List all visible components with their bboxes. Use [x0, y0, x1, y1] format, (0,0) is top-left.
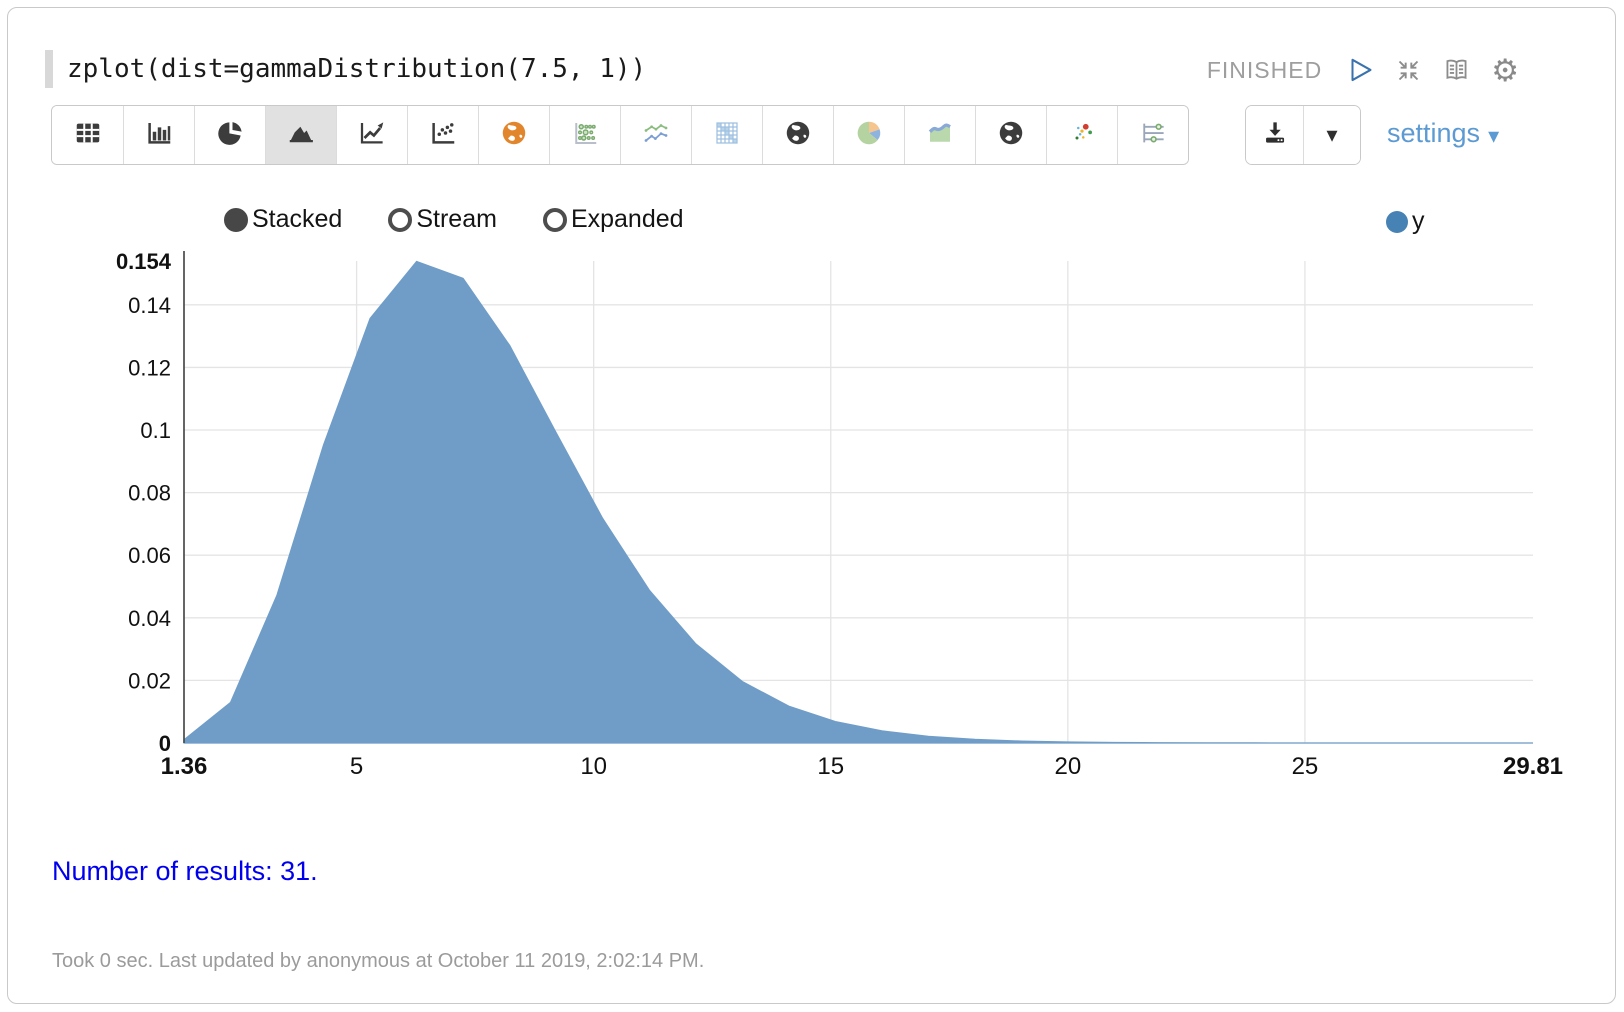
- chart-type-matrix-button[interactable]: [691, 106, 762, 164]
- x-tick-label: 25: [1292, 753, 1319, 780]
- download-options-button[interactable]: ▾: [1303, 106, 1360, 164]
- y-tick-label: 0.02: [128, 668, 171, 693]
- world-map-orange-icon: [499, 118, 529, 153]
- chart-type-line-button[interactable]: [336, 106, 407, 164]
- chart-type-area-button[interactable]: [265, 106, 336, 164]
- y-tick-label: 0.14: [128, 293, 171, 318]
- area-style-options: Stacked Stream Expanded: [224, 205, 684, 234]
- chart-type-scatter-button[interactable]: [407, 106, 478, 164]
- globe-dark-2-icon: [996, 118, 1026, 153]
- settings-label: settings: [1387, 118, 1481, 148]
- y-tick-label: 0: [159, 731, 171, 756]
- parallel-sliders-icon: [1138, 118, 1168, 153]
- globe-dark-icon: [783, 118, 813, 153]
- chart-type-table-button[interactable]: [52, 106, 123, 164]
- legend-label: y: [1412, 207, 1425, 235]
- line-chart-icon: [357, 118, 387, 153]
- radio-stream-dot[interactable]: [388, 207, 413, 232]
- multi-line-chart-icon: [641, 118, 671, 153]
- chart-type-parallel-button[interactable]: [1117, 106, 1188, 164]
- chart-type-map-button[interactable]: [478, 106, 549, 164]
- settings-link[interactable]: settings ▾: [1387, 118, 1499, 149]
- code-text[interactable]: zplot(dist=gammaDistribution(7.5, 1)): [67, 54, 647, 84]
- radio-expanded-label: Expanded: [570, 205, 684, 233]
- legend-swatch: [1386, 210, 1408, 233]
- stream-area-chart-icon: [925, 118, 955, 153]
- x-tick-label: 29.81: [1503, 753, 1563, 780]
- area-chart: 0.154 0.14 0.12 0.1 0.08 0.06 0.04 0.02 0 1.36 5 10…: [8, 238, 1624, 798]
- caret-down-icon: ▾: [1326, 122, 1338, 147]
- area-chart-icon: [286, 118, 316, 153]
- gear-icon[interactable]: ⚙: [1491, 52, 1519, 88]
- radio-stacked-label: Stacked: [252, 205, 343, 233]
- table-icon: [73, 118, 103, 153]
- chart-type-bar-button[interactable]: [123, 106, 194, 164]
- x-tick-label: 10: [580, 753, 607, 780]
- chart-type-stream-button[interactable]: [904, 106, 975, 164]
- radio-expanded[interactable]: Expanded: [542, 205, 684, 234]
- x-tick-label: 15: [817, 753, 844, 780]
- series-y-area: [183, 260, 1533, 744]
- paragraph-card: zplot(dist=gammaDistribution(7.5, 1)) FI…: [7, 7, 1616, 1004]
- chart-type-multiline-button[interactable]: [620, 106, 691, 164]
- y-tick-label: 0.06: [128, 543, 171, 568]
- download-split-button: ▾: [1245, 105, 1361, 165]
- download-icon: [1261, 119, 1288, 151]
- y-tick-label: 0.04: [128, 606, 171, 631]
- y-tick-label: 0.1: [140, 418, 171, 443]
- x-tick-label: 20: [1054, 753, 1081, 780]
- pie-chart-pastel-icon: [854, 118, 884, 153]
- scatter-multicolor-icon: [1067, 118, 1097, 153]
- compress-icon[interactable]: [1395, 57, 1422, 84]
- x-tick-label: 5: [350, 753, 363, 780]
- chart-type-bubble-button[interactable]: [549, 106, 620, 164]
- play-icon[interactable]: [1348, 57, 1375, 84]
- y-tick-label: 0.12: [128, 355, 171, 380]
- chart-type-globe2-button[interactable]: [975, 106, 1046, 164]
- download-button[interactable]: [1246, 106, 1303, 164]
- bubble-chart-icon: [570, 118, 600, 153]
- bar-chart-icon: [144, 118, 174, 153]
- status-badge: FINISHED: [1206, 56, 1323, 83]
- radio-stacked[interactable]: Stacked: [224, 205, 342, 234]
- y-tick-label: 0.154: [116, 249, 172, 274]
- radio-stacked-dot[interactable]: [224, 207, 248, 232]
- chart-type-scatter-color-button[interactable]: [1046, 106, 1117, 164]
- radio-stream-label: Stream: [416, 205, 497, 233]
- legend-item-y[interactable]: y: [1386, 207, 1425, 236]
- matrix-chart-icon: [712, 118, 742, 153]
- editor-gutter: [45, 50, 53, 88]
- area-chart-svg: 0.154 0.14 0.12 0.1 0.08 0.06 0.04 0.02 01.36 5 10…: [116, 249, 1563, 780]
- paragraph-actions: FINISHED ⚙: [1207, 50, 1519, 90]
- chart-type-pie-pastel-button[interactable]: [833, 106, 904, 164]
- chart-type-pie-button[interactable]: [194, 106, 265, 164]
- x-tick-label: 1.36: [161, 753, 208, 780]
- results-count-text: Number of results: 31.: [52, 856, 318, 886]
- settings-caret-icon: ▾: [1488, 122, 1500, 148]
- chart-type-globe-button[interactable]: [762, 106, 833, 164]
- pie-chart-icon: [215, 118, 245, 153]
- paragraph-footer-text: Took 0 sec. Last updated by anonymous at…: [52, 950, 705, 972]
- code-editor-row: zplot(dist=gammaDistribution(7.5, 1)): [45, 50, 646, 88]
- book-icon[interactable]: [1442, 56, 1471, 85]
- chart-type-toolbar: [51, 105, 1189, 165]
- scatter-chart-icon: [428, 118, 458, 153]
- radio-stream[interactable]: Stream: [388, 205, 497, 234]
- y-tick-label: 0.08: [128, 481, 171, 506]
- radio-expanded-dot[interactable]: [542, 207, 567, 232]
